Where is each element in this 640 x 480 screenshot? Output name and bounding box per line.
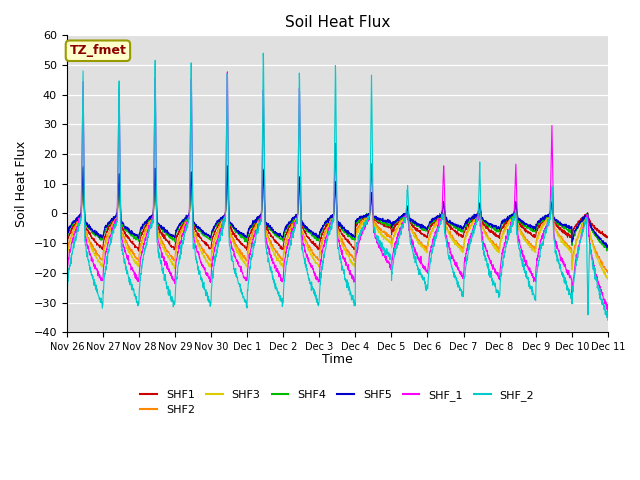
SHF2	[214, 228, 221, 233]
SHF1	[557, 225, 564, 230]
SHF_2	[214, 245, 221, 251]
SHF3	[572, 246, 579, 252]
SHF2	[556, 233, 564, 239]
SHF2	[604, 268, 612, 274]
SHF2	[495, 247, 502, 252]
Line: SHF5: SHF5	[67, 166, 608, 248]
SHF2	[365, 213, 372, 218]
SHF5	[495, 226, 502, 232]
SHF5	[223, 163, 231, 169]
SHF5	[353, 218, 361, 224]
SHF4	[365, 211, 372, 217]
SHF3	[214, 229, 221, 235]
SHF_2	[365, 214, 372, 220]
SHF2	[572, 242, 579, 248]
Line: SHF_2: SHF_2	[67, 53, 608, 320]
Line: SHF1: SHF1	[67, 170, 608, 251]
SHF_1	[556, 253, 564, 259]
SHF1	[495, 234, 502, 240]
SHF_1	[572, 260, 579, 265]
SHF3	[223, 169, 231, 175]
SHF_2	[604, 317, 612, 323]
SHF_1	[223, 69, 231, 75]
SHF5	[604, 242, 612, 248]
SHF4	[214, 221, 221, 227]
Text: TZ_fmet: TZ_fmet	[70, 44, 126, 57]
SHF2	[223, 167, 231, 173]
SHF_1	[495, 276, 502, 281]
SHF_1	[353, 248, 361, 253]
SHF_1	[365, 216, 372, 221]
SHF3	[63, 263, 70, 269]
Legend: SHF1, SHF2, SHF3, SHF4, SHF5, SHF_1, SHF_2: SHF1, SHF2, SHF3, SHF4, SHF5, SHF_1, SHF…	[136, 385, 539, 420]
SHF4	[556, 221, 564, 227]
SHF4	[604, 244, 612, 250]
SHF3	[604, 276, 612, 282]
Line: SHF_1: SHF_1	[67, 72, 608, 312]
SHF4	[63, 239, 70, 244]
SHF_1	[604, 309, 612, 314]
SHF_1	[214, 236, 221, 242]
SHF5	[604, 245, 611, 251]
SHF1	[365, 212, 373, 218]
Y-axis label: Soil Heat Flux: Soil Heat Flux	[15, 141, 28, 227]
Line: SHF2: SHF2	[67, 170, 608, 273]
SHF4	[223, 164, 231, 169]
SHF1	[604, 235, 612, 240]
SHF4	[353, 220, 361, 226]
SHF1	[259, 168, 267, 173]
SHF3	[556, 235, 564, 241]
Line: SHF3: SHF3	[67, 172, 608, 279]
SHF4	[572, 230, 579, 236]
SHF_2	[556, 262, 564, 268]
SHF1	[63, 246, 70, 252]
SHF1	[572, 224, 579, 229]
SHF_2	[259, 50, 267, 56]
SHF1	[353, 220, 361, 226]
SHF5	[214, 218, 221, 224]
SHF3	[365, 213, 372, 218]
SHF2	[604, 270, 611, 276]
SHF_2	[353, 241, 361, 247]
SHF3	[495, 250, 502, 255]
SHF1	[214, 222, 221, 228]
SHF_1	[63, 281, 70, 287]
SHF5	[365, 212, 372, 217]
SHF4	[603, 248, 611, 254]
X-axis label: Time: Time	[322, 353, 353, 366]
Title: Soil Heat Flux: Soil Heat Flux	[285, 15, 390, 30]
SHF2	[353, 227, 361, 233]
SHF3	[353, 231, 361, 237]
SHF_2	[495, 291, 502, 297]
SHF5	[556, 222, 564, 228]
SHF2	[63, 258, 70, 264]
SHF1	[134, 248, 142, 254]
SHF5	[572, 227, 579, 233]
SHF5	[63, 234, 70, 240]
Line: SHF4: SHF4	[67, 167, 608, 251]
SHF_2	[572, 266, 579, 272]
SHF_2	[63, 301, 70, 307]
SHF4	[495, 228, 502, 234]
